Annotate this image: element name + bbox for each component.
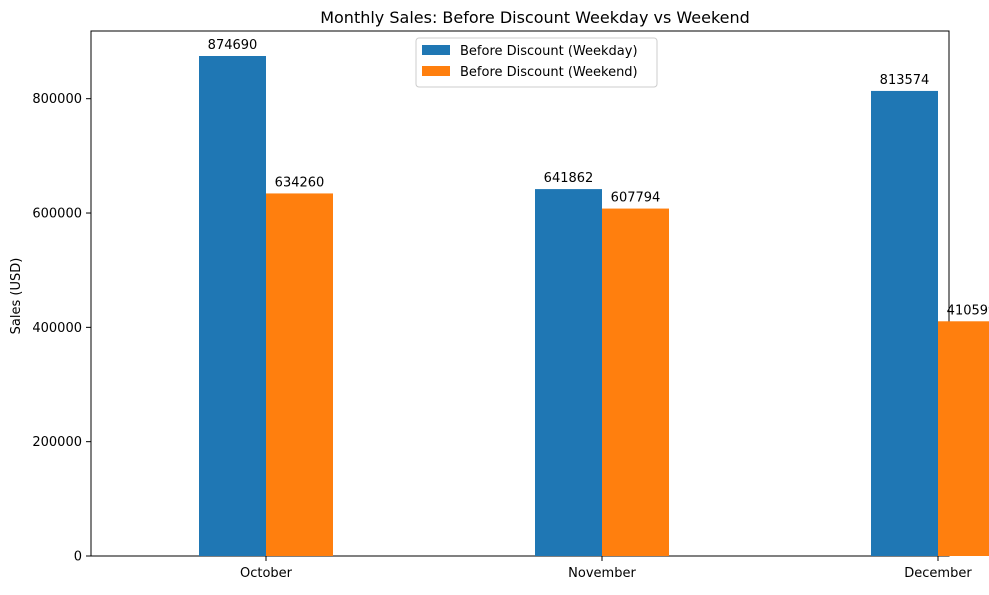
bar bbox=[535, 189, 602, 556]
x-tick-label: October bbox=[240, 566, 293, 581]
bar bbox=[938, 321, 989, 556]
x-tick-label: December bbox=[904, 566, 972, 581]
data-label: 410599 bbox=[947, 303, 989, 318]
bar bbox=[602, 208, 669, 557]
plot-area: 874690 641862 813574 634260 607794 410599 0 200… bbox=[32, 30, 989, 581]
data-label: 874690 bbox=[208, 38, 258, 53]
data-label: 607794 bbox=[611, 191, 661, 206]
y-axis-label: Sales (USD) bbox=[9, 258, 24, 335]
legend-box bbox=[415, 37, 658, 88]
y-tick-label: 0 bbox=[74, 550, 82, 565]
chart-title: Monthly Sales: Before Discount Weekday v… bbox=[320, 8, 750, 27]
y-tick-label: 800000 bbox=[32, 92, 82, 107]
y-tick-label: 200000 bbox=[32, 435, 82, 450]
bar bbox=[871, 90, 938, 556]
data-label: 641862 bbox=[544, 171, 594, 186]
plot-frame bbox=[90, 30, 950, 557]
legend-swatch bbox=[422, 45, 450, 55]
legend-label: Before Discount (Weekend) bbox=[460, 65, 638, 80]
y-tick-label: 600000 bbox=[32, 207, 82, 222]
data-label: 634260 bbox=[275, 175, 325, 190]
bar bbox=[266, 193, 333, 557]
legend-label: Before Discount (Weekday) bbox=[460, 44, 638, 59]
data-label: 813574 bbox=[880, 73, 930, 88]
legend-swatch bbox=[422, 66, 450, 76]
y-tick-label: 400000 bbox=[32, 321, 82, 336]
bar bbox=[199, 56, 266, 556]
x-tick-label: November bbox=[568, 566, 636, 581]
